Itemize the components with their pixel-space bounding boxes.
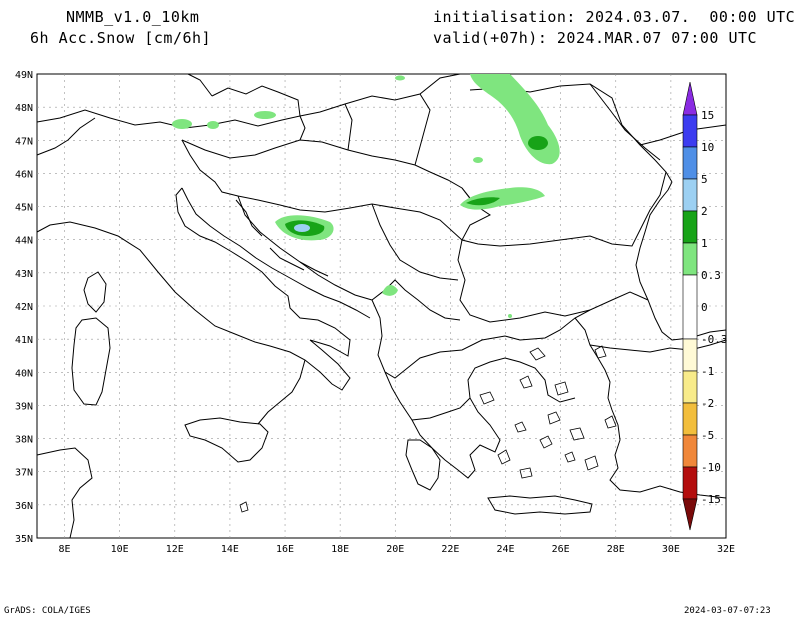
longitude-label: 16E bbox=[276, 544, 294, 555]
footer-timestamp: 2024-03-07-07:23 bbox=[684, 606, 771, 616]
colorbar bbox=[682, 81, 698, 531]
valid-time: valid(+07h): 2024.MAR.07 07:00 UTC bbox=[433, 29, 758, 47]
colorbar-bin-5-10 bbox=[682, 146, 698, 180]
graticule bbox=[37, 74, 726, 538]
colorbar-label: 2 bbox=[701, 205, 708, 218]
snow-area-albania bbox=[508, 314, 512, 318]
snow-area-romania-small bbox=[473, 157, 483, 163]
snow-area-austria bbox=[254, 111, 276, 119]
longitude-label: 26E bbox=[552, 544, 570, 555]
colorbar-bin-neg-1-2 bbox=[682, 370, 698, 404]
longitude-label: 32E bbox=[717, 544, 735, 555]
colorbar-label: 15 bbox=[701, 109, 714, 122]
init-time: initialisation: 2024.03.07. 00:00 UTC bbox=[433, 8, 796, 26]
snow-area-carpathians-core bbox=[528, 136, 548, 150]
latitude-label: 47N bbox=[15, 136, 33, 147]
latitude-label: 44N bbox=[15, 236, 33, 247]
footer-credit: GrADS: COLA/IGES bbox=[4, 606, 91, 616]
longitude-label: 18E bbox=[331, 544, 349, 555]
colorbar-label: 0 bbox=[701, 301, 708, 314]
colorbar-bin-neg-2-5 bbox=[682, 402, 698, 436]
colorbar-label: -0.3 bbox=[701, 333, 728, 346]
coastlines-borders bbox=[36, 73, 727, 539]
longitude-label: 22E bbox=[441, 544, 459, 555]
colorbar-label: -10 bbox=[701, 461, 721, 474]
longitude-label: 20E bbox=[386, 544, 404, 555]
field-title: 6h Acc.Snow [cm/6h] bbox=[30, 29, 212, 47]
colorbar-label: 1 bbox=[701, 237, 708, 250]
snow-area-alps-west bbox=[172, 119, 192, 129]
longitude-label: 24E bbox=[496, 544, 514, 555]
latitude-label: 46N bbox=[15, 169, 33, 180]
colorbar-bin-zero bbox=[682, 274, 698, 340]
longitude-label: 14E bbox=[221, 544, 239, 555]
colorbar-bin-10-15 bbox=[682, 114, 698, 148]
colorbar-bin-1-2 bbox=[682, 210, 698, 244]
latitude-label: 37N bbox=[15, 468, 33, 479]
longitude-label: 12E bbox=[166, 544, 184, 555]
colorbar-label: 0.3 bbox=[701, 269, 721, 282]
latitude-label: 36N bbox=[15, 501, 33, 512]
longitude-label: 8E bbox=[59, 544, 71, 555]
colorbar-bin-2-5 bbox=[682, 178, 698, 212]
colorbar-bin-0.3-1 bbox=[682, 242, 698, 276]
colorbar-label: 10 bbox=[701, 141, 714, 154]
colorbar-label: 5 bbox=[701, 173, 708, 186]
latitude-label: 42N bbox=[15, 302, 33, 313]
latitude-label: 43N bbox=[15, 269, 33, 280]
colorbar-label: -2 bbox=[701, 397, 714, 410]
latitude-label: 49N bbox=[15, 70, 33, 81]
latitude-label: 45N bbox=[15, 203, 33, 214]
longitude-label: 30E bbox=[662, 544, 680, 555]
latitude-label: 41N bbox=[15, 335, 33, 346]
snow-contours bbox=[172, 74, 560, 318]
longitude-label: 28E bbox=[607, 544, 625, 555]
latitude-label: 39N bbox=[15, 401, 33, 412]
longitude-label: 10E bbox=[111, 544, 129, 555]
colorbar-label: -5 bbox=[701, 429, 714, 442]
snow-area-romania-core bbox=[466, 197, 500, 206]
colorbar-labels: 15 10 5 2 1 0.3 0 -0.3 -1 -2 -5 -10 -15 bbox=[701, 109, 728, 506]
longitude-labels: 8E 10E 12E 14E 16E 18E 20E 22E 24E 26E 28E 30E 32E bbox=[59, 544, 735, 555]
aegean-islands bbox=[239, 345, 617, 513]
snow-area-montenegro bbox=[382, 284, 398, 296]
latitude-label: 40N bbox=[15, 368, 33, 379]
snow-area-ukraine bbox=[395, 75, 405, 81]
latitude-label: 48N bbox=[15, 103, 33, 114]
latitude-label: 35N bbox=[15, 534, 33, 545]
latitude-labels: 49N 48N 47N 46N 45N 44N 43N 42N 41N 40N 39N 38N 37N 3… bbox=[15, 70, 33, 545]
colorbar-bin-neg-10-15 bbox=[682, 466, 698, 500]
model-title: NMMB_v1.0_10km bbox=[66, 8, 200, 26]
colorbar-label: -1 bbox=[701, 365, 714, 378]
snow-area-croatia-peak bbox=[294, 224, 310, 232]
colorbar-bottom-arrow bbox=[682, 498, 698, 531]
snow-area-alps-east bbox=[207, 121, 219, 129]
latitude-label: 38N bbox=[15, 435, 33, 446]
colorbar-bin-neg-5-10 bbox=[682, 434, 698, 468]
colorbar-bin-neg-0.3-1 bbox=[682, 338, 698, 372]
colorbar-label: -15 bbox=[701, 493, 721, 506]
